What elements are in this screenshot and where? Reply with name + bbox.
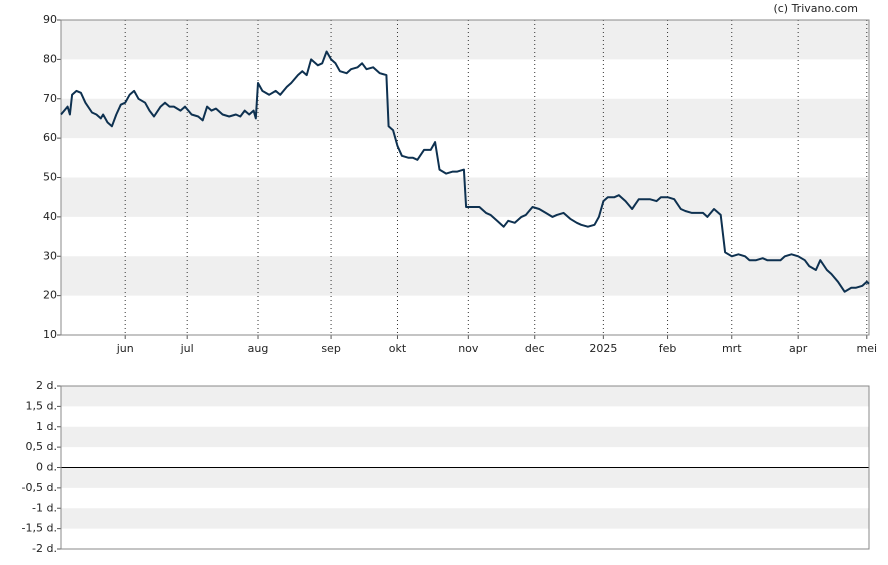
y-tick-label: 60 — [43, 131, 57, 144]
x-tick-label: dec — [525, 342, 545, 355]
x-tick-label: sep — [321, 342, 340, 355]
y-tick-label: 70 — [43, 92, 57, 105]
y-tick-label: 0,5 d. — [26, 440, 57, 453]
y-tick-label: 0 d. — [36, 461, 57, 474]
y-tick-label: 80 — [43, 52, 57, 65]
y-tick-label: 20 — [43, 289, 57, 302]
y-tick-label: -1 d. — [32, 501, 57, 514]
band — [61, 467, 869, 488]
plot-border — [60, 385, 870, 550]
plot-border — [60, 19, 870, 336]
y-tick-label: 40 — [43, 210, 57, 223]
x-tick-label: aug — [248, 342, 269, 355]
x-tick-label: jul — [180, 342, 194, 355]
x-tick-label: feb — [659, 342, 677, 355]
band — [61, 386, 869, 407]
x-tick-label: 2025 — [589, 342, 617, 355]
band — [61, 426, 869, 448]
band — [61, 256, 869, 296]
y-tick-label: -2 d. — [32, 542, 57, 555]
credit: (c) Trivano.com — [773, 2, 858, 15]
x-tick-label: nov — [458, 342, 479, 355]
x-tick-label: mrt — [722, 342, 742, 355]
y-tick-label: 50 — [43, 171, 57, 184]
y-tick-label: 90 — [43, 13, 57, 26]
y-tick-label: 10 — [43, 328, 57, 341]
band — [61, 20, 869, 60]
y-tick-label: -0,5 d. — [22, 481, 57, 494]
y-tick-label: 1,5 d. — [26, 399, 57, 412]
x-tick-label: mei — [857, 342, 878, 355]
price-line — [60, 50, 870, 293]
band — [61, 508, 869, 529]
y-tick-label: 1 d. — [36, 420, 57, 433]
band — [61, 98, 869, 139]
y-tick-label: 2 d. — [36, 379, 57, 392]
x-tick-label: okt — [389, 342, 407, 355]
y-tick-label: 30 — [43, 249, 57, 262]
x-tick-label: apr — [789, 342, 808, 355]
y-tick-label: -1,5 d. — [22, 522, 57, 535]
x-tick-label: jun — [116, 342, 134, 355]
